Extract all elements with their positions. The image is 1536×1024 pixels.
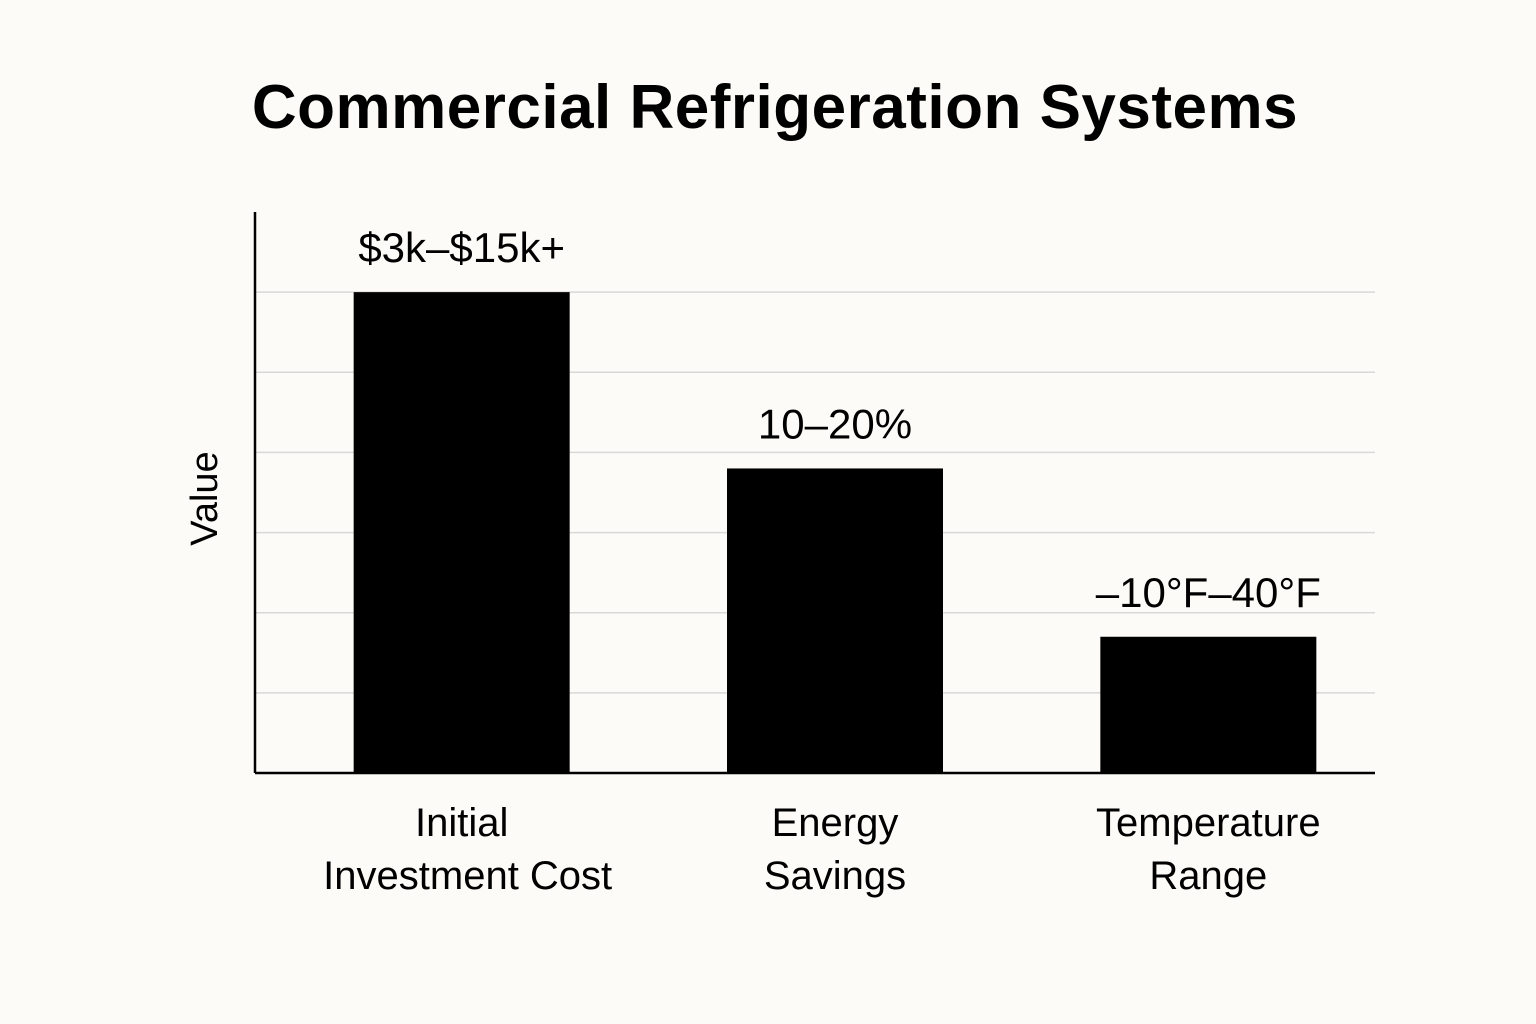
value-labels: $3k–$15k+ 10–20% –10°F–40°F xyxy=(358,224,1321,616)
category-label-3-line-2: Range xyxy=(1149,854,1267,898)
bars xyxy=(353,292,1317,773)
data-label-3: –10°F–40°F xyxy=(1096,569,1321,616)
category-label-2-line-2: Savings xyxy=(764,854,906,898)
category-label-2-line-1: Energy xyxy=(772,801,899,845)
category-label-1-line-2: Investment Cost xyxy=(323,854,612,898)
bar-2 xyxy=(727,468,943,773)
bar-1 xyxy=(353,292,570,773)
y-axis-label: Value xyxy=(184,451,226,545)
category-label-1-line-1: Initial xyxy=(415,801,508,845)
category-labels: Initial Investment Cost Energy Savings Tempe… xyxy=(323,801,1320,898)
chart-title: Commercial Refrigeration Systems xyxy=(251,73,1299,142)
data-label-1: $3k–$15k+ xyxy=(358,224,565,271)
bar-3 xyxy=(1100,636,1317,773)
data-label-2: 10–20% xyxy=(758,400,912,447)
category-label-3-line-1: Temperature xyxy=(1096,801,1321,845)
